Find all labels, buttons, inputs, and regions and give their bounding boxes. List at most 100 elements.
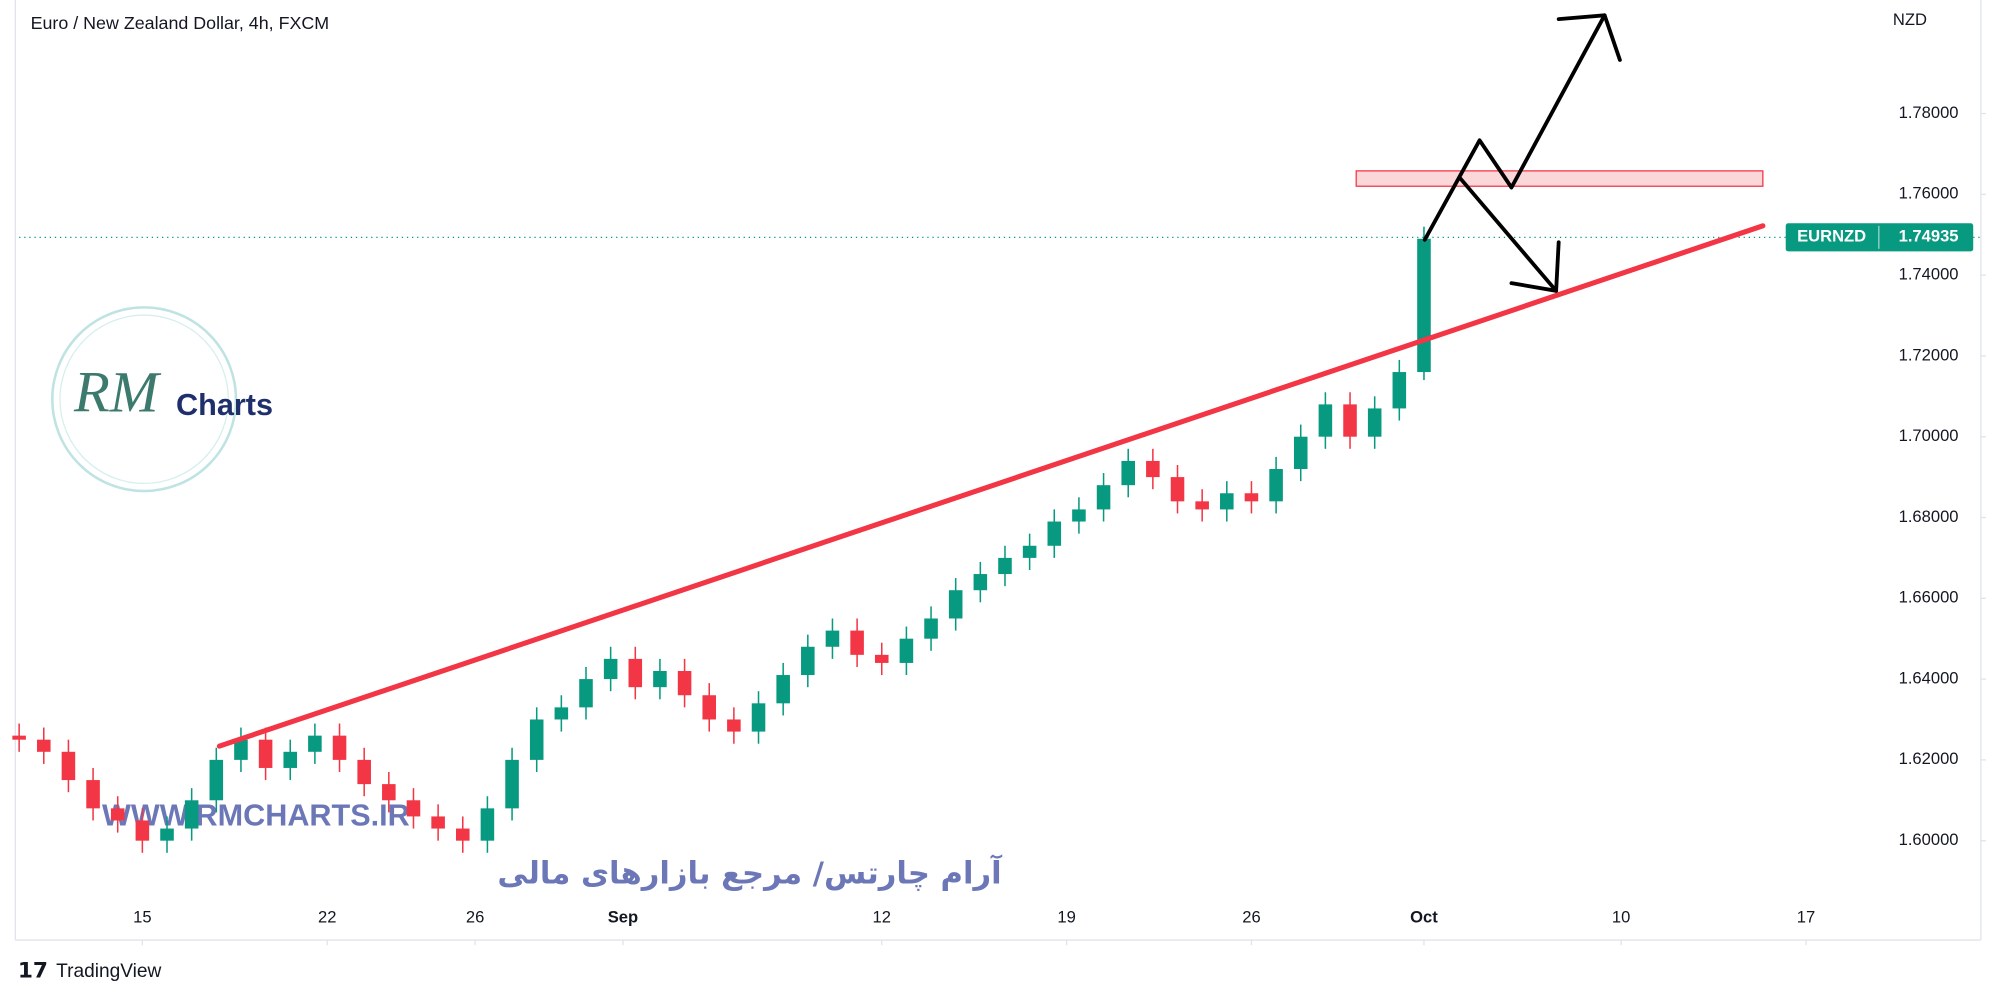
watermark: RM Charts WWW.RMCHARTS.IR آرام چارتس/ مر…: [51, 306, 1003, 892]
candle-body: [1343, 404, 1357, 437]
y-tick-label: 1.70000: [1899, 426, 1959, 445]
y-tick-label: 1.74000: [1899, 264, 1959, 283]
candle-body: [258, 739, 273, 768]
x-tick-label: 26: [1242, 908, 1260, 927]
logo-ring: [59, 314, 229, 485]
footer: 𝟭𝟳 TradingView: [18, 958, 162, 983]
x-tick-label: 26: [466, 908, 484, 927]
candle-body: [160, 828, 174, 841]
candle-body: [37, 739, 51, 752]
candle-body: [1220, 493, 1234, 510]
candle-body: [874, 654, 889, 663]
x-tick-label: Oct: [1410, 908, 1438, 927]
x-tick-label: Sep: [608, 908, 638, 927]
trendline: [216, 223, 1766, 749]
footer-brand: TradingView: [56, 961, 161, 982]
candle-body: [579, 679, 593, 708]
candle-body: [973, 574, 988, 591]
candle-body: [357, 759, 371, 785]
candle-body: [382, 784, 396, 801]
logo-ring: [51, 306, 238, 493]
candle-body: [628, 658, 643, 688]
candle-body: [801, 646, 815, 676]
candle-body: [1392, 372, 1407, 409]
candle-body: [1367, 408, 1382, 437]
candle-body: [1293, 436, 1308, 470]
candle-body: [727, 719, 741, 732]
candle-body: [1096, 485, 1111, 510]
y-tick-label: 1.64000: [1899, 668, 1959, 687]
candle-body: [751, 703, 766, 732]
candle-body: [12, 735, 26, 740]
candle-body: [86, 780, 100, 809]
candle-body: [480, 808, 495, 841]
arrowhead: [1509, 240, 1561, 293]
candle-body: [283, 751, 298, 768]
watermark-tagline: آرام چارتس/ مرجع بازارهای مالی: [497, 854, 1003, 892]
plot-area: 1.60000 1.62000 1.64000 1.66000 1.68000 1.700…: [12, 103, 1986, 946]
candle-body: [1318, 404, 1333, 437]
candle-body: [603, 658, 618, 680]
chart-title: Euro / New Zealand Dollar, 4h, FXCM: [31, 13, 330, 33]
candle-body: [308, 735, 322, 752]
last-price-value: 1.74935: [1899, 227, 1959, 246]
candle-body: [899, 638, 914, 663]
bullish-arrow: [1422, 13, 1607, 242]
candle-body: [1022, 545, 1037, 558]
candle-body: [505, 759, 519, 809]
logo-initials: RM: [73, 359, 162, 424]
candle-body: [1269, 469, 1283, 502]
candle-body: [529, 719, 544, 760]
arrowhead: [1556, 13, 1622, 62]
logo-brand: Charts: [176, 388, 273, 422]
scenario-arrows: [1422, 13, 1622, 293]
y-tick-label: 1.66000: [1899, 588, 1959, 607]
candle-body: [825, 630, 840, 647]
watermark-url: WWW.RMCHARTS.IR: [102, 799, 410, 833]
candle-body: [554, 707, 569, 720]
y-tick-label: 1.68000: [1899, 507, 1959, 526]
y-tick-label: 1.62000: [1899, 749, 1959, 768]
candle-body: [948, 590, 963, 619]
last-price-name: EURNZD: [1797, 227, 1866, 246]
candle-body: [455, 828, 470, 841]
x-tick-label: 22: [318, 908, 336, 927]
candle-body: [431, 816, 445, 829]
x-tick-label: 19: [1057, 908, 1075, 927]
candle-body: [850, 630, 864, 655]
x-tick-label: 12: [873, 908, 891, 927]
y-tick-label: 1.72000: [1899, 345, 1959, 364]
candle-body: [677, 671, 692, 696]
candle-body: [776, 675, 790, 704]
candle-body: [110, 808, 125, 821]
y-axis-label: NZD: [1893, 10, 1927, 29]
candle-body: [653, 671, 667, 688]
y-tick-label: 1.76000: [1899, 184, 1959, 203]
bearish-arrow: [1458, 176, 1559, 293]
candle-body: [1170, 477, 1185, 502]
candle-body: [1417, 238, 1431, 373]
candle-body: [135, 820, 150, 841]
x-tick-label: 15: [133, 908, 151, 927]
candle-body: [702, 695, 717, 720]
candle-body: [184, 800, 199, 829]
candle-body: [1072, 509, 1086, 522]
candle-body: [998, 557, 1012, 575]
candle-body: [209, 759, 224, 801]
candle-body: [1146, 460, 1160, 478]
candle-body: [1121, 460, 1135, 486]
y-tick-label: 1.78000: [1899, 103, 1959, 122]
x-tick-label: 17: [1797, 908, 1815, 927]
footer-logo: 𝟭𝟳: [18, 958, 48, 983]
candle-body: [61, 751, 76, 781]
candle-body: [1195, 501, 1209, 510]
candle-body: [1244, 493, 1259, 502]
candle-body: [1047, 521, 1062, 546]
candle-body: [332, 735, 347, 760]
resistance-zone: [1355, 170, 1764, 187]
candle-body: [406, 800, 421, 817]
candle-body: [924, 618, 938, 639]
